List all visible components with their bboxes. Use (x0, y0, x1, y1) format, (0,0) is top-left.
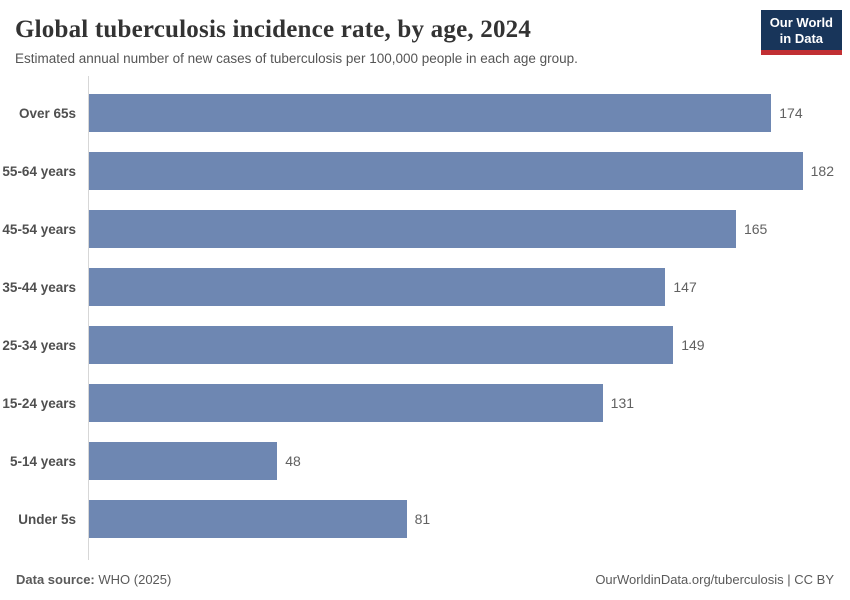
value-label: 48 (285, 453, 301, 469)
bar-row: Over 65s 174 (0, 84, 850, 142)
value-label: 182 (810, 163, 834, 179)
bar[interactable] (89, 94, 772, 132)
bar-area: 81 (82, 500, 834, 538)
bar-area: 182 (82, 152, 834, 190)
owid-logo-line2: in Data (779, 30, 824, 46)
data-source: Data source: WHO (2025) (16, 572, 171, 587)
category-label: Over 65s (18, 105, 76, 121)
attribution-separator: | (783, 572, 795, 587)
category-label: 25-34 years (2, 337, 76, 353)
value-label: 147 (673, 279, 697, 295)
category-label: Under 5s (18, 511, 76, 527)
bar-row: 35-44 years 147 (0, 258, 850, 316)
bar-area: 174 (82, 94, 834, 132)
y-axis-line (88, 76, 89, 560)
attribution: OurWorldinData.org/tuberculosis | CC BY (595, 572, 834, 587)
bar[interactable] (89, 268, 666, 306)
bar-area: 147 (82, 268, 834, 306)
category-label: 45-54 years (2, 221, 76, 237)
bar[interactable] (89, 442, 278, 480)
bar[interactable] (89, 326, 674, 364)
bar-row: 15-24 years 131 (0, 374, 850, 432)
bar-chart: Over 65s 174 55-64 years 182 45-54 years… (0, 76, 850, 560)
category-label: 15-24 years (2, 395, 76, 411)
category-label: 35-44 years (2, 279, 76, 295)
bar[interactable] (89, 152, 803, 190)
value-label: 131 (610, 395, 635, 411)
bar-row: 45-54 years 165 (0, 200, 850, 258)
value-label: 81 (414, 511, 431, 527)
data-source-label: Data source: (16, 572, 95, 587)
bar[interactable] (89, 384, 603, 422)
bar-row: 25-34 years 149 (0, 316, 850, 374)
plot-area: Over 65s 174 55-64 years 182 45-54 years… (0, 84, 850, 548)
bar-area: 149 (82, 326, 834, 364)
bar[interactable] (89, 500, 407, 538)
owid-logo[interactable]: Our World in Data (760, 10, 842, 56)
license-label: CC BY (794, 572, 834, 587)
data-source-value: WHO (2025) (98, 572, 172, 587)
chart-footer: Data source: WHO (2025) OurWorldinData.o… (16, 572, 834, 587)
bar-row: 55-64 years 182 (0, 142, 850, 200)
chart-subtitle: Estimated annual number of new cases of … (15, 51, 578, 66)
bar[interactable] (89, 210, 736, 248)
owid-link[interactable]: OurWorldinData.org/tuberculosis (595, 572, 784, 587)
category-label: 5-14 years (9, 453, 76, 469)
page-title: Global tuberculosis incidence rate, by a… (15, 16, 532, 43)
bar-row: Under 5s 81 (0, 490, 850, 548)
chart-header: Global tuberculosis incidence rate, by a… (0, 0, 850, 66)
bar-area: 48 (82, 442, 834, 480)
bar-area: 131 (82, 384, 834, 422)
owid-logo-line1: Our World (769, 15, 833, 30)
value-label: 165 (743, 221, 768, 237)
bar-area: 165 (82, 210, 834, 248)
value-label: 174 (779, 105, 803, 121)
bar-row: 5-14 years 48 (0, 432, 850, 490)
value-label: 149 (681, 337, 705, 353)
category-label: 55-64 years (2, 163, 76, 179)
